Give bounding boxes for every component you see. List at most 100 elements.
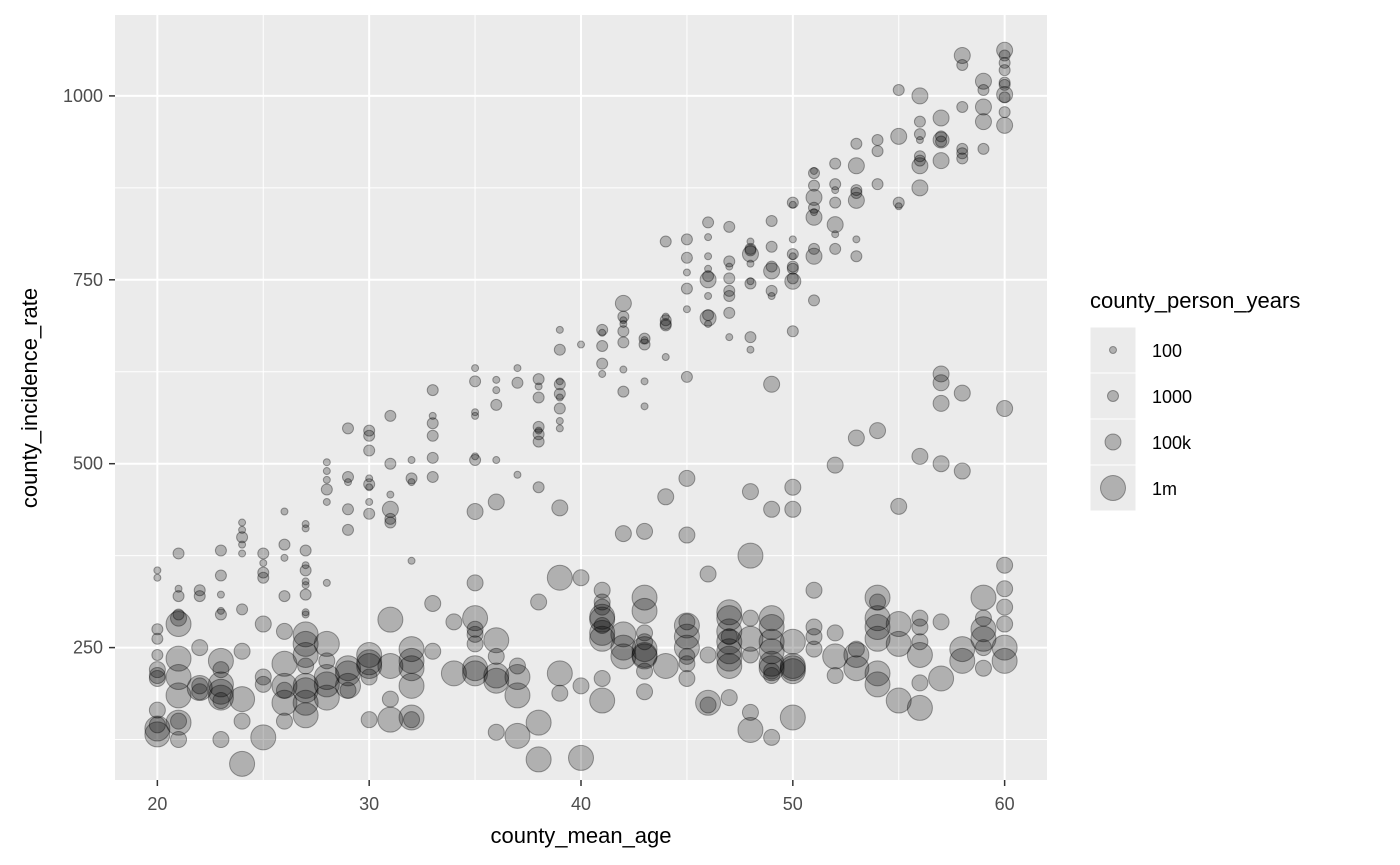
data-point [636, 662, 654, 680]
data-point [313, 664, 340, 691]
x-tick-label: 30 [359, 794, 379, 814]
data-point [935, 130, 948, 143]
data-point [996, 556, 1014, 574]
data-point [996, 400, 1014, 418]
data-point [365, 483, 374, 492]
data-point [786, 272, 799, 285]
data-point [659, 319, 672, 332]
data-point [504, 722, 531, 749]
data-point [236, 603, 249, 616]
data-point [377, 706, 404, 733]
data-point [864, 625, 891, 652]
data-point [610, 634, 637, 661]
data-point [398, 672, 425, 699]
data-point [365, 497, 374, 506]
data-point [829, 157, 842, 170]
data-point [788, 200, 797, 209]
data-point [483, 662, 510, 689]
data-point [271, 672, 298, 699]
data-point [610, 643, 637, 670]
data-point [513, 470, 522, 479]
data-point [932, 394, 950, 412]
data-point [292, 702, 319, 729]
data-point [148, 716, 166, 734]
data-point [254, 675, 272, 693]
data-point [805, 208, 823, 226]
data-point [191, 677, 209, 695]
data-point [511, 376, 524, 389]
data-point [808, 294, 820, 307]
data-point [894, 202, 903, 211]
data-point [932, 613, 950, 631]
data-point [932, 109, 950, 127]
data-point [704, 291, 713, 300]
data-point [426, 470, 439, 483]
data-point [532, 420, 545, 433]
data-point [212, 731, 230, 749]
data-point [165, 611, 192, 638]
data-point [551, 684, 569, 702]
data-point [723, 220, 736, 233]
data-point [492, 375, 501, 384]
data-point [619, 365, 628, 374]
data-point [593, 617, 611, 635]
y-axis: 250 500 750 1000 [63, 86, 115, 658]
data-point [673, 623, 700, 650]
data-point [779, 628, 806, 655]
data-point [216, 606, 225, 615]
data-point [784, 500, 802, 518]
data-point [172, 547, 185, 560]
data-point [335, 672, 361, 699]
data-point [487, 723, 505, 741]
legend-key-background [1089, 418, 1137, 466]
data-point [546, 564, 573, 591]
data-point [864, 584, 891, 611]
data-point [363, 444, 376, 457]
data-point [301, 610, 310, 619]
data-point [871, 145, 884, 158]
data-point [148, 667, 166, 685]
data-point [426, 429, 439, 442]
data-point [555, 377, 564, 386]
data-point [640, 336, 649, 345]
data-point [741, 483, 759, 501]
data-point [892, 84, 905, 97]
data-point [384, 516, 397, 529]
data-point [956, 100, 969, 113]
data-point [292, 641, 319, 668]
data-point [214, 544, 227, 557]
data-point [278, 590, 291, 603]
data-point [723, 272, 736, 285]
data-point [322, 497, 331, 506]
data-point [466, 574, 484, 592]
data-point [998, 64, 1011, 77]
data-point [553, 402, 566, 415]
data-point [998, 49, 1011, 62]
data-point [725, 262, 734, 271]
data-point [170, 731, 188, 749]
data-point [996, 116, 1014, 134]
data-point [843, 655, 870, 682]
data-point [532, 373, 545, 386]
data-point [469, 375, 482, 388]
data-point [492, 386, 501, 395]
data-point [508, 657, 526, 675]
data-point [744, 331, 757, 344]
data-point [278, 538, 291, 551]
data-point [299, 588, 312, 601]
data-point [636, 624, 654, 642]
data-point [847, 429, 865, 447]
data-point [471, 364, 480, 373]
data-point [702, 216, 715, 229]
data-point [720, 689, 738, 707]
data-point [716, 645, 743, 672]
data-point [638, 338, 651, 351]
data-point [572, 569, 590, 587]
data-point [631, 636, 658, 663]
y-axis-title: county_incidence_rate [17, 288, 42, 508]
data-point [906, 641, 933, 668]
data-point [659, 314, 672, 327]
data-point [386, 490, 395, 499]
data-point [275, 681, 293, 699]
data-point [504, 664, 531, 691]
